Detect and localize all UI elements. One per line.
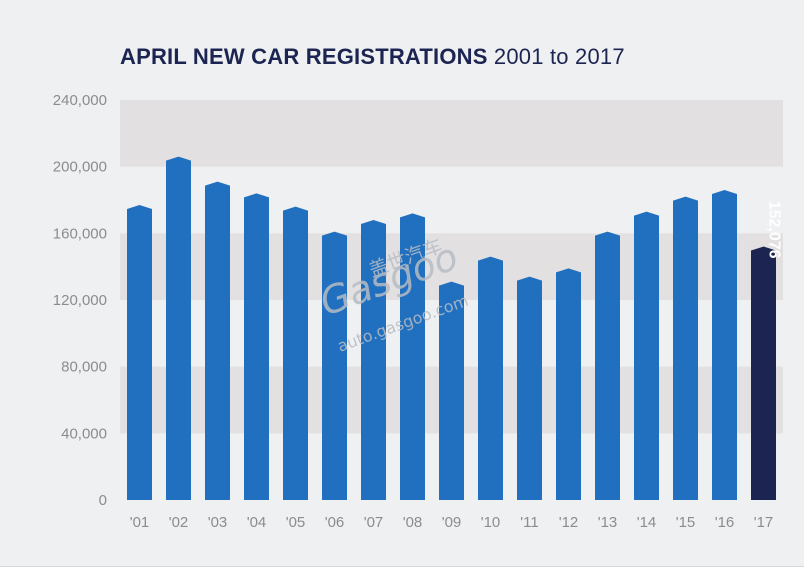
y-tick-label: 80,000	[61, 359, 107, 376]
y-axis-ticks: 0 40,000 80,000 120,000 160,000 200,000 240,00…	[53, 92, 107, 509]
bar	[751, 246, 776, 500]
bar	[127, 205, 152, 500]
bar-value-label: 152,076	[766, 201, 783, 259]
y-tick-label: 40,000	[61, 425, 107, 442]
x-tick-label: '08	[403, 514, 423, 531]
bar	[478, 256, 503, 500]
x-tick-label: '11	[520, 514, 538, 531]
bar	[517, 276, 542, 500]
x-tick-label: '03	[208, 514, 228, 531]
chart-title: APRIL NEW CAR REGISTRATIONS 2001 to 2017	[120, 44, 625, 70]
bar	[244, 193, 269, 501]
x-axis-ticks: '01 '02 '03 '04 '05 '06 '07 '08 '09 '10 '11 '12 '13 '…	[130, 514, 774, 531]
x-tick-label: '02	[169, 514, 189, 531]
bar	[322, 231, 347, 500]
bar	[634, 211, 659, 500]
bar	[439, 281, 464, 500]
chart-title-range: 2001 to 2017	[493, 44, 625, 69]
data-labels: 152,076	[766, 201, 783, 259]
bar	[595, 231, 620, 500]
x-tick-label: '09	[442, 514, 462, 531]
x-tick-label: '17	[754, 514, 774, 531]
bar	[283, 206, 308, 500]
bar	[673, 196, 698, 500]
x-tick-label: '07	[364, 514, 384, 531]
x-tick-label: '15	[676, 514, 696, 531]
y-tick-label: 120,000	[53, 292, 107, 309]
x-tick-label: '05	[286, 514, 306, 531]
x-tick-label: '16	[715, 514, 735, 531]
bar	[205, 181, 230, 500]
x-tick-label: '04	[247, 514, 267, 531]
x-tick-label: '10	[481, 514, 501, 531]
grid-band	[120, 100, 783, 167]
bar	[400, 213, 425, 501]
chart-title-bold: APRIL NEW CAR REGISTRATIONS	[120, 44, 488, 69]
y-tick-label: 200,000	[53, 159, 107, 176]
x-tick-label: '14	[637, 514, 657, 531]
bar	[712, 190, 737, 500]
bottom-divider	[0, 566, 804, 572]
y-tick-label: 160,000	[53, 225, 107, 242]
bars	[127, 156, 776, 501]
x-tick-label: '12	[559, 514, 579, 531]
y-tick-label: 240,000	[53, 92, 107, 109]
x-tick-label: '01	[130, 514, 150, 531]
bar	[361, 220, 386, 500]
bar	[556, 268, 581, 500]
x-tick-label: '06	[325, 514, 345, 531]
bar	[166, 156, 191, 500]
y-tick-label: 0	[99, 492, 107, 509]
x-tick-label: '13	[598, 514, 618, 531]
